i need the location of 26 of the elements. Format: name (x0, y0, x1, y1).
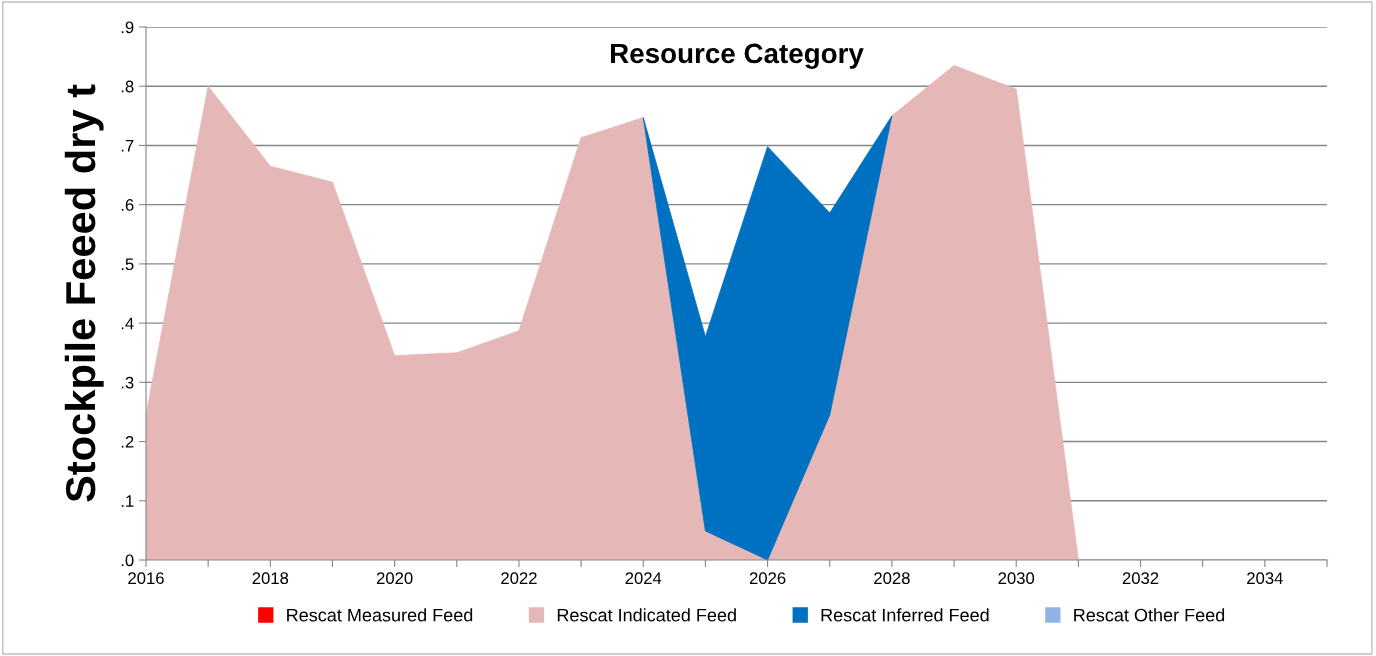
x-tick-label: 2016 (128, 572, 164, 585)
x-tick-label: 2028 (874, 572, 910, 585)
y-tick-label: .0 (121, 554, 134, 567)
x-tick-label: 2020 (376, 572, 413, 585)
y-tick-label: .5 (121, 258, 134, 271)
legend-label: Rescat Measured Feed (287, 608, 473, 622)
y-tick-label: .7 (121, 140, 134, 152)
legend-label: Rescat Inferred Feed (821, 608, 989, 622)
y-tick-label: .1 (121, 495, 134, 507)
text: Resource Category (611, 43, 864, 69)
legend-label: Rescat Other Feed (1074, 608, 1225, 622)
y-axis-title: Stockpile Feeed dry t (64, 84, 104, 502)
x-tick-label: 2034 (1247, 572, 1283, 585)
legend-label: Rescat Indicated Feed (557, 608, 736, 622)
x-tick-label: 2022 (501, 572, 537, 585)
y-tick-label: .2 (121, 435, 134, 448)
y-tick-label: .6 (121, 199, 134, 211)
x-tick-label: 2030 (998, 572, 1035, 585)
y-tick-label: .8 (121, 80, 134, 93)
x-tick-label: 2032 (1122, 572, 1159, 585)
x-tick-label: 2024 (625, 572, 662, 585)
y-tick-label: .3 (121, 376, 134, 389)
y-tick-label: .4 (121, 317, 134, 330)
x-tick-label: 2018 (252, 572, 289, 585)
x-tick-label: 2026 (749, 572, 786, 585)
y-tick-label: .9 (121, 21, 134, 34)
